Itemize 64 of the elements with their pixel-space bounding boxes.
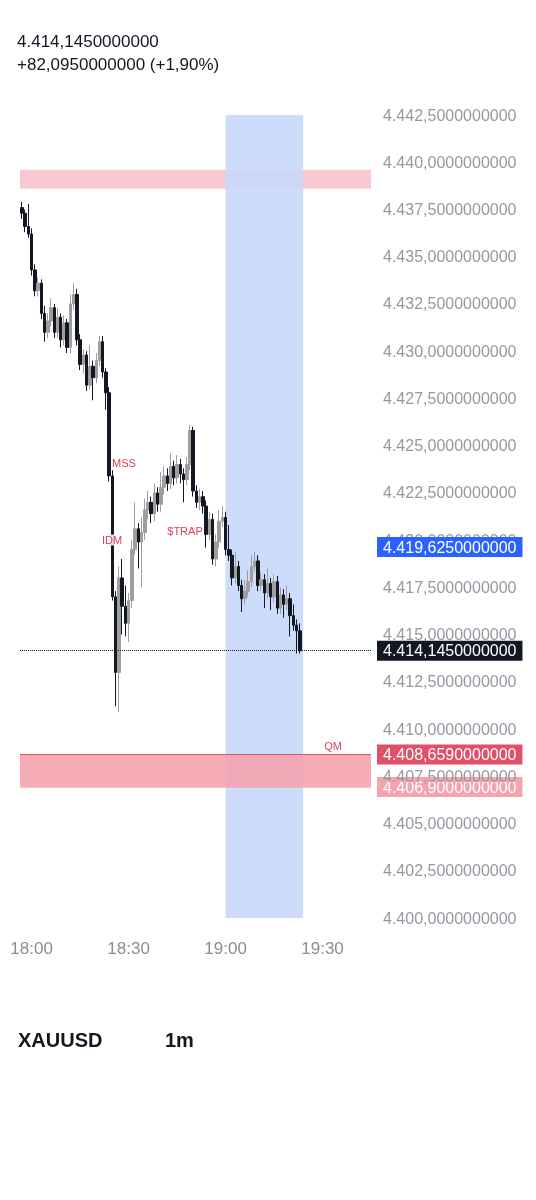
y-tick-label: 4.412,5000000000 [383,673,517,691]
candlestick [153,482,156,522]
y-tick-label: 4.430,0000000000 [383,342,517,360]
chart-title: 4.414,1450000000 [17,32,159,51]
y-tick-label: 4.440,0000000000 [383,153,517,171]
candlestick [175,454,179,484]
ref-line-label: 4.414,1450000000 [383,642,517,660]
x-tick-label: 18:30 [107,939,150,958]
candlestick [82,348,85,375]
annotation: $TRAP [167,525,203,537]
y-tick-label: 4.432,5000000000 [383,295,517,313]
y-tick-label: 4.415,0000000000 [383,626,517,644]
annotation: MSS [112,457,136,469]
candlestick [259,571,263,592]
y-tick-label: 4.405,0000000000 [383,815,517,833]
text: 1m [165,1029,194,1051]
candlestick [282,588,285,619]
candlestick [211,513,214,566]
candlestick [276,575,279,615]
candlestick [36,276,40,297]
x-tick-label: 18:00 [10,939,53,958]
candlestick [269,577,273,611]
candlestick [88,345,92,390]
candlestick [65,318,69,354]
annotation: IDM [101,534,123,546]
candlestick [59,312,62,348]
candlestick [156,486,159,513]
y-tick-label: 4.402,5000000000 [383,862,517,880]
y-tick-label: 4.425,0000000000 [383,437,517,455]
y-tick-label: 4.435,0000000000 [383,248,517,266]
candlestick [256,554,260,592]
candlestick [198,488,201,511]
candlestick [120,558,124,636]
candlestick [272,573,276,603]
candlestick [263,573,266,609]
candlestick [137,522,140,569]
y-tick-label: 4.422,5000000000 [383,484,517,502]
candlestick [85,350,88,392]
y-tick-label: 4.437,5000000000 [383,200,517,218]
candlestick [266,567,269,600]
y-tick-label: 4.400,0000000000 [383,909,517,927]
candlestick [53,303,56,339]
candlestick [56,307,59,339]
y-tick-label: 4.427,5000000000 [383,389,517,407]
candlestick [279,586,282,615]
candlestick [234,550,237,585]
candlestick [208,511,211,541]
candlestick [149,496,153,524]
text: 4.419,6250000000 [383,538,517,556]
candlestick [117,566,121,713]
y-tick-label: 4.442,5000000000 [383,106,517,124]
y-tick-label: 4.410,0000000000 [383,720,517,738]
text: XAUUSD [18,1029,103,1051]
annotation: QM [324,740,342,752]
x-tick-label: 19:30 [301,939,344,958]
candlestick [166,467,169,492]
candlestick [288,592,292,637]
y-tick-label: 4.417,5000000000 [383,578,517,596]
candlestick [285,584,289,611]
x-tick-label: 19:00 [204,939,247,958]
chart-subtitle: +82,0950000000 (+1,90%) [17,55,220,74]
candlestick [169,452,172,490]
ref-line-label: 4.408,6590000000 [383,745,517,763]
candlestick [91,360,95,401]
